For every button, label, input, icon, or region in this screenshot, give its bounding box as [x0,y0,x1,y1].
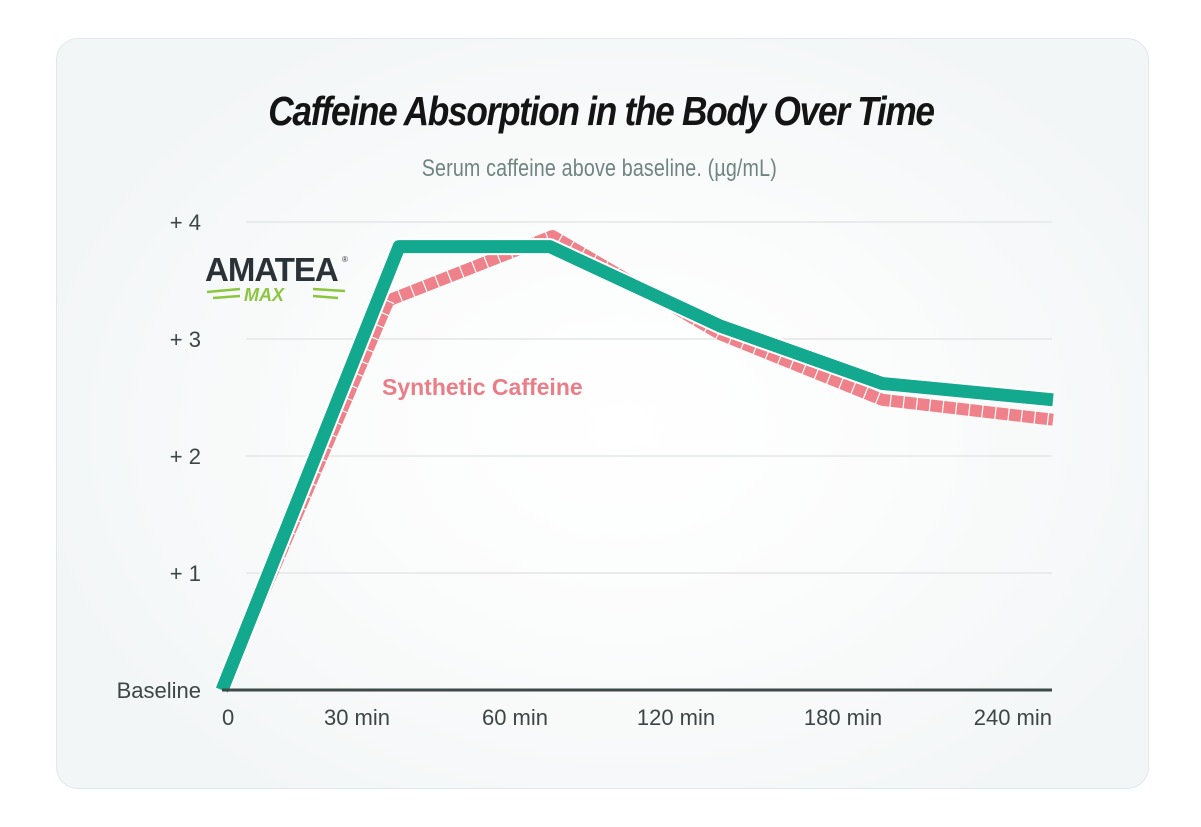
series-lines [214,229,1054,694]
logo-speed-lines-left-icon [206,287,241,300]
x-tick-label: 240 min [974,705,1052,730]
x-tick-label: 180 min [804,705,882,730]
x-tick-label: 60 min [482,705,548,730]
series-line-synthetic-caffeine-segments [216,229,1054,693]
logo-brand-text: AMATEA [205,251,338,288]
chart-subtitle: Serum caffeine above baseline. (µg/mL) [421,155,777,182]
amatea-max-logo: AMATEA ® MAX [205,251,348,305]
y-axis-ticks: Baseline + 1 + 2 + 3 + 4 [117,210,201,703]
y-tick-label: + 1 [170,561,201,586]
logo-speed-lines-right-icon [312,287,346,300]
series-line-synthetic-caffeine [216,230,1054,693]
series-line-amatea-max-halo [214,238,1054,694]
synthetic-caffeine-label: Synthetic Caffeine [382,374,583,400]
y-tick-label: + 2 [170,444,201,469]
logo-sub-text: MAX [244,285,285,305]
chart-title: Caffeine Absorption in the Body Over Tim… [268,88,935,134]
x-tick-label: 120 min [637,705,715,730]
x-tick-label: 30 min [324,705,390,730]
x-axis-ticks: 0 30 min 60 min 120 min 180 min 240 min [222,705,1052,730]
x-tick-label: 0 [222,705,234,730]
grid-lines [246,221,1052,574]
y-tick-label: + 4 [170,210,201,235]
logo-registered-mark: ® [342,255,348,264]
y-tick-label: + 3 [170,327,201,352]
series-line-amatea-max [215,240,1054,693]
y-tick-label: Baseline [117,678,201,703]
